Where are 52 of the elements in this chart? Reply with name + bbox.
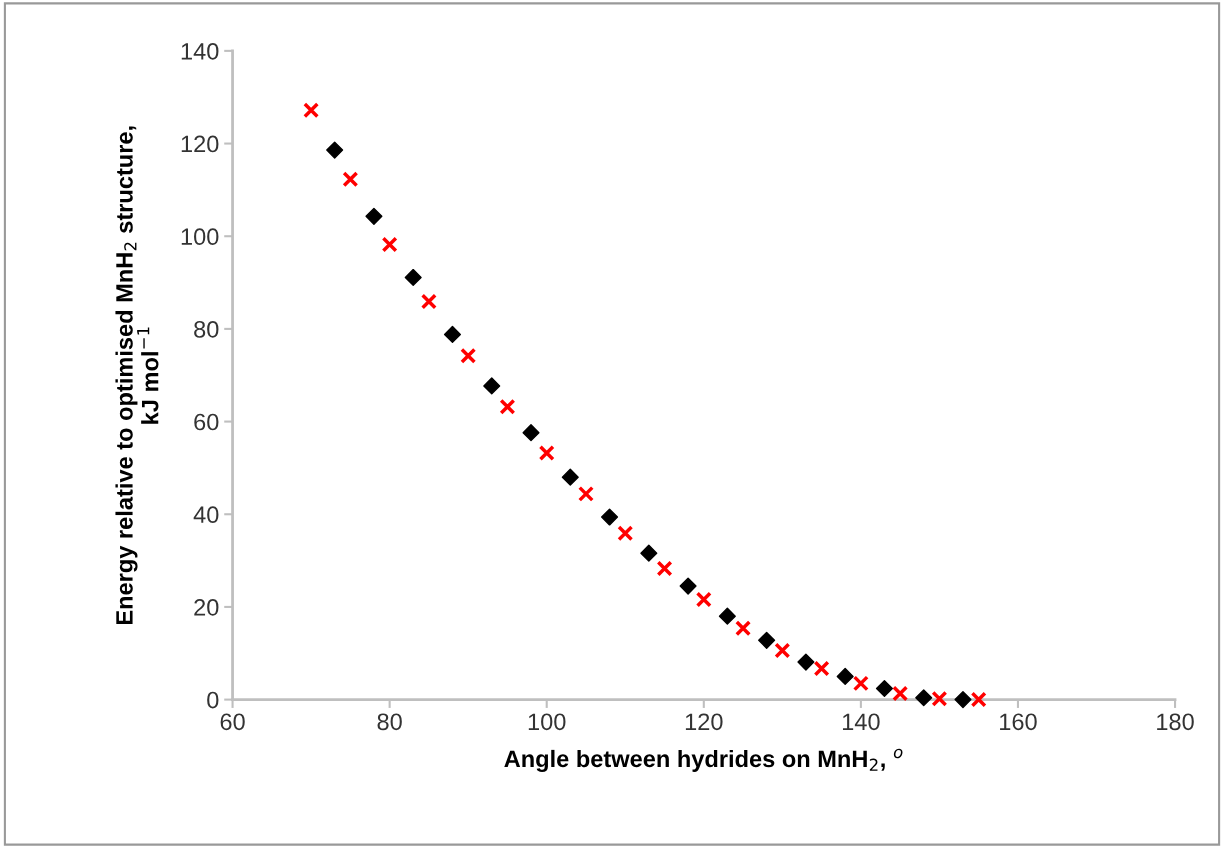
point xyxy=(460,347,477,364)
text: Energy relative to optimised MnH$_{2}$ structure, kJ mol$^{−1}$ xyxy=(115,126,159,625)
point xyxy=(852,675,869,692)
point xyxy=(381,236,398,253)
y-tick-label: 140 xyxy=(181,42,219,60)
point xyxy=(617,525,634,542)
point xyxy=(915,689,933,707)
point xyxy=(718,607,736,625)
point xyxy=(758,631,776,649)
point xyxy=(578,485,594,502)
point xyxy=(695,591,712,608)
y-tick-label: 120 xyxy=(181,135,219,153)
y-tick-label: 100 xyxy=(181,228,219,246)
x-tick-label: 160 xyxy=(1000,713,1037,731)
point xyxy=(326,141,344,159)
point xyxy=(875,679,893,698)
point xyxy=(404,268,422,287)
point xyxy=(797,653,815,671)
point xyxy=(443,325,462,344)
x-tick-label: 120 xyxy=(685,713,723,731)
point xyxy=(970,691,987,708)
point xyxy=(499,398,516,415)
point xyxy=(561,468,579,486)
point xyxy=(420,293,437,310)
point xyxy=(656,560,673,577)
y-tick-label: 60 xyxy=(194,413,219,431)
point xyxy=(813,660,830,677)
y-tick-label: 20 xyxy=(194,598,219,616)
point xyxy=(774,642,791,659)
point xyxy=(483,377,501,395)
point xyxy=(679,577,697,595)
point xyxy=(892,685,909,702)
x-tick-label: 140 xyxy=(842,713,880,731)
point xyxy=(735,620,752,637)
x-tick-label: 180 xyxy=(1157,713,1194,731)
x-tick-label: 60 xyxy=(220,713,245,731)
point xyxy=(365,207,383,225)
y-tick-label: 0 xyxy=(207,691,219,709)
point xyxy=(640,544,658,562)
y-tick-label: 80 xyxy=(194,320,219,338)
point xyxy=(342,171,359,188)
x-tick-label: 80 xyxy=(377,713,402,731)
x-axis-title: Angle between hydrides on MnH$_{2}$, $^{o}$ xyxy=(504,748,903,772)
point xyxy=(836,667,854,685)
x-tick-label: 100 xyxy=(528,713,566,731)
y-tick-label: 40 xyxy=(193,506,219,524)
point xyxy=(303,102,320,119)
point xyxy=(522,424,540,442)
point xyxy=(600,508,619,526)
point xyxy=(538,445,555,462)
point xyxy=(954,691,972,709)
point xyxy=(931,690,948,707)
